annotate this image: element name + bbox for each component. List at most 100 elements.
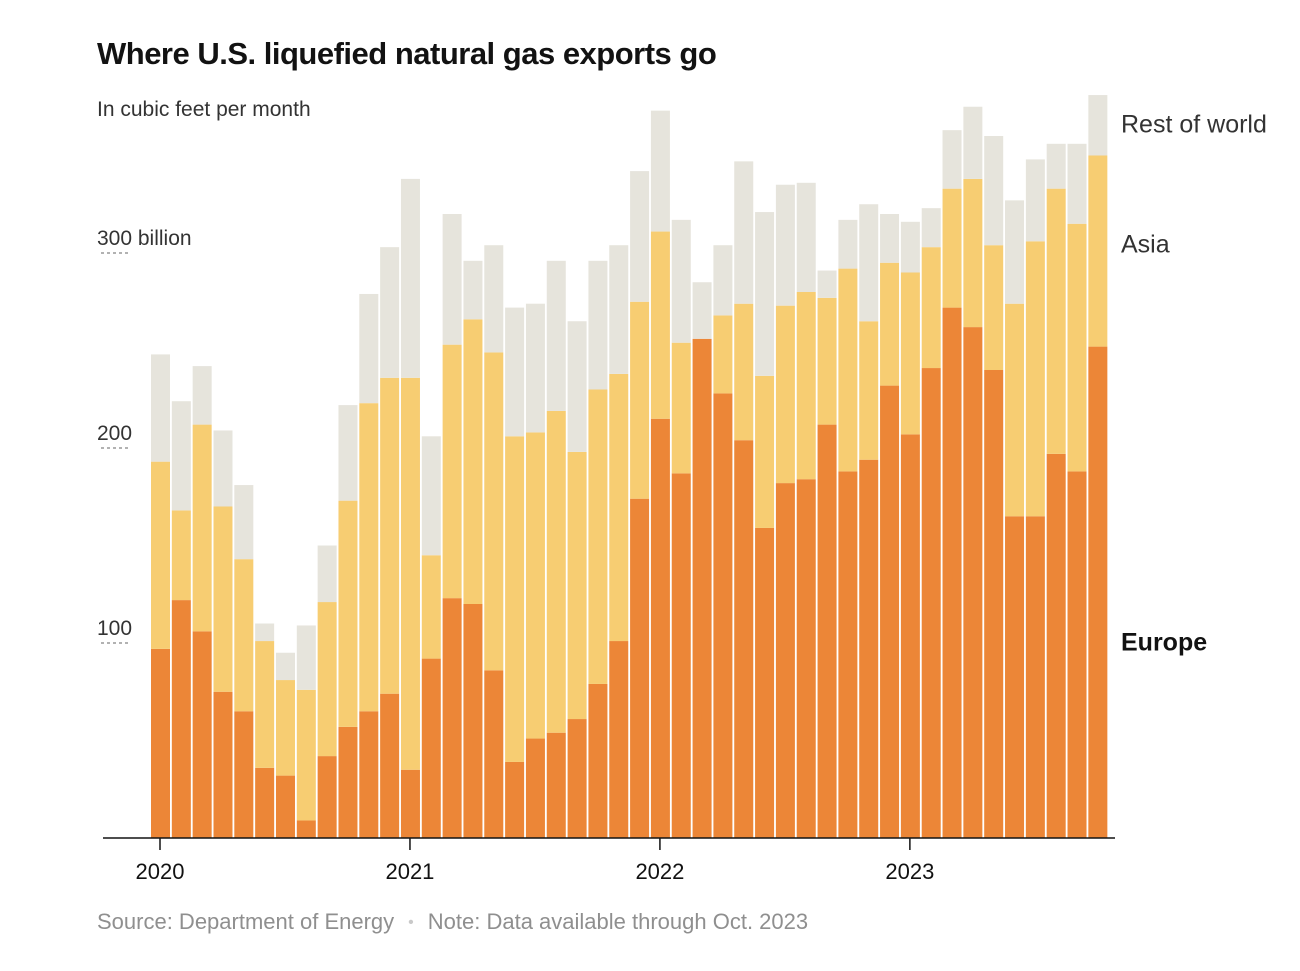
bar-rest-of-world-2021-02 (421, 436, 441, 556)
bar-asia-2020-04 (213, 506, 233, 692)
bar-europe-2022-11 (859, 459, 879, 838)
bars-group (151, 95, 1108, 839)
bar-rest-of-world-2020-01 (151, 354, 170, 462)
bar-europe-2020-06 (255, 767, 275, 838)
bar-europe-2020-11 (359, 711, 379, 838)
bar-asia-2021-08 (546, 410, 566, 733)
bar-europe-2021-08 (546, 732, 566, 838)
bar-rest-of-world-2021-01 (400, 178, 420, 378)
bar-asia-2020-02 (171, 510, 191, 601)
bar-asia-2022-10 (838, 268, 858, 472)
bar-rest-of-world-2021-11 (609, 245, 629, 374)
footer-separator: • (408, 914, 414, 931)
bar-asia-2021-09 (567, 451, 587, 720)
y-axis: 100 200 300 billion (97, 227, 192, 644)
bar-asia-2021-07 (525, 432, 545, 739)
series-label-europe: Europe (1121, 628, 1207, 656)
bar-rest-of-world-2022-09 (817, 270, 837, 298)
bar-rest-of-world-2023-03 (942, 130, 962, 189)
bar-rest-of-world-2023-06 (1005, 200, 1025, 304)
bar-rest-of-world-2022-03 (692, 282, 712, 339)
bar-rest-of-world-2023-02 (921, 208, 941, 248)
bar-asia-2023-07 (1025, 241, 1045, 517)
bar-europe-2021-12 (630, 498, 650, 838)
bar-europe-2021-06 (505, 761, 525, 838)
bar-asia-2022-09 (817, 297, 837, 425)
bar-asia-2021-06 (505, 436, 525, 762)
bar-asia-2020-09 (317, 602, 337, 757)
bar-asia-2020-05 (234, 559, 254, 712)
bar-asia-2022-05 (734, 303, 754, 441)
bar-rest-of-world-2020-02 (171, 401, 191, 511)
bar-asia-2022-12 (880, 262, 900, 386)
bar-europe-2020-01 (151, 648, 170, 838)
bar-rest-of-world-2020-12 (380, 247, 400, 378)
bar-europe-2023-03 (942, 307, 962, 839)
bar-rest-of-world-2022-11 (859, 204, 879, 322)
chart-footer: Source: Department of Energy • Note: Data … (97, 909, 808, 935)
bar-europe-2021-02 (421, 658, 441, 838)
bar-asia-2023-01 (900, 272, 920, 435)
bar-asia-2022-07 (775, 305, 795, 484)
bar-rest-of-world-2022-06 (755, 212, 775, 376)
bar-rest-of-world-2020-11 (359, 293, 379, 404)
bar-rest-of-world-2023-07 (1025, 159, 1045, 242)
bar-europe-2021-10 (588, 683, 608, 838)
bar-asia-2020-07 (275, 680, 295, 776)
bar-asia-2022-04 (713, 315, 733, 394)
bar-rest-of-world-2021-08 (546, 260, 566, 411)
bar-rest-of-world-2022-12 (880, 214, 900, 263)
bar-asia-2022-11 (859, 321, 879, 460)
bar-europe-2023-09 (1067, 471, 1087, 838)
bar-europe-2023-07 (1025, 516, 1045, 838)
bar-rest-of-world-2022-04 (713, 245, 733, 316)
bar-asia-2022-08 (796, 292, 816, 480)
bar-europe-2020-10 (338, 726, 358, 838)
bar-europe-2022-04 (713, 393, 733, 838)
bar-asia-2021-12 (630, 301, 650, 499)
x-tick-label-2021: 2021 (385, 859, 434, 884)
bar-europe-2022-12 (880, 385, 900, 838)
y-tick-label-100: 100 (97, 617, 132, 640)
bar-asia-2021-11 (609, 373, 629, 642)
bar-asia-2023-04 (963, 178, 983, 328)
bar-asia-2020-12 (380, 377, 400, 694)
bar-asia-2021-03 (442, 344, 462, 599)
bar-rest-of-world-2020-03 (192, 366, 212, 425)
chart-title: Where U.S. liquefied natural gas exports… (97, 36, 717, 71)
bar-rest-of-world-2022-07 (775, 184, 795, 306)
bar-europe-2021-01 (400, 769, 420, 838)
bar-asia-2021-05 (484, 352, 504, 671)
bar-asia-2020-08 (296, 689, 316, 821)
bar-europe-2023-08 (1046, 453, 1066, 838)
bar-rest-of-world-2020-04 (213, 430, 233, 507)
bar-rest-of-world-2023-04 (963, 106, 983, 179)
x-tick-label-2023: 2023 (885, 859, 934, 884)
bar-europe-2022-05 (734, 440, 754, 838)
bar-asia-2022-01 (650, 231, 670, 419)
x-tick-label-2020: 2020 (136, 859, 185, 884)
bar-rest-of-world-2020-07 (275, 652, 295, 681)
bar-rest-of-world-2023-05 (984, 136, 1004, 246)
bar-europe-2022-01 (650, 418, 670, 838)
y-tick-label-300: 300 billion (97, 227, 192, 250)
bar-rest-of-world-2021-06 (505, 307, 525, 437)
data-note: Note: Data available through Oct. 2023 (427, 909, 809, 934)
chart-subtitle: In cubic feet per month (97, 98, 311, 121)
bar-asia-2021-01 (400, 377, 420, 770)
bar-rest-of-world-2023-09 (1067, 143, 1087, 224)
bar-europe-2020-02 (171, 600, 191, 838)
bar-europe-2020-07 (275, 775, 295, 838)
bar-rest-of-world-2020-05 (234, 485, 254, 560)
x-tick-label-2022: 2022 (635, 859, 684, 884)
bar-asia-2021-02 (421, 555, 441, 659)
bar-asia-2023-10 (1088, 155, 1108, 347)
bar-asia-2021-04 (463, 319, 483, 604)
bar-rest-of-world-2021-07 (525, 303, 545, 433)
bar-rest-of-world-2020-08 (296, 625, 316, 690)
bar-europe-2020-05 (234, 711, 254, 838)
bar-europe-2023-04 (963, 327, 983, 838)
bar-rest-of-world-2022-01 (650, 110, 670, 232)
bar-europe-2022-08 (796, 479, 816, 838)
